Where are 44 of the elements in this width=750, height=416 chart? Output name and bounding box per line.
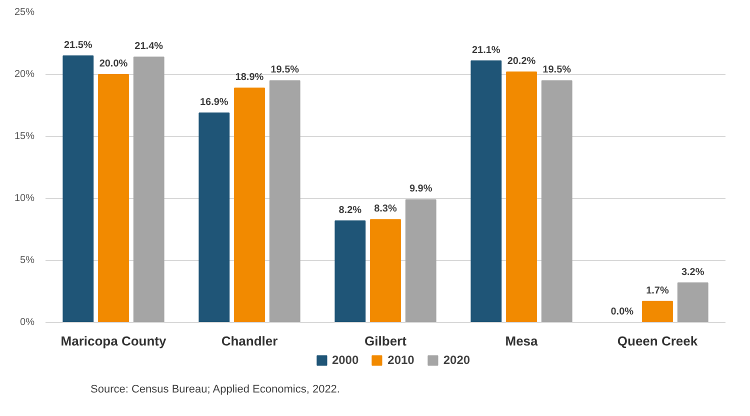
data-label: 20.2%	[507, 56, 536, 68]
x-tick-label: Gilbert	[364, 334, 408, 348]
data-label: 1.7%	[646, 285, 670, 296]
bar	[234, 88, 265, 322]
data-label: 19.5%	[270, 64, 300, 76]
bar	[98, 74, 129, 322]
data-label: 16.9%	[200, 96, 228, 108]
bar	[541, 80, 572, 322]
y-tick-label: 10%	[14, 193, 35, 204]
bar	[677, 282, 708, 322]
data-label: 21.5%	[64, 40, 92, 51]
bar	[198, 112, 230, 322]
data-label: 0.0%	[610, 306, 634, 318]
x-tick-label: Queen Creek	[617, 334, 698, 348]
data-label: 19.5%	[542, 64, 572, 76]
data-label: 3.2%	[681, 266, 704, 278]
bar	[133, 56, 164, 322]
y-tick-label: 20%	[14, 69, 35, 80]
bar	[405, 199, 436, 322]
bar	[62, 55, 94, 322]
bar	[370, 219, 401, 322]
x-tick-label: Chandler	[221, 334, 278, 348]
data-label: 8.3%	[374, 204, 398, 215]
x-tick-label: Mesa	[505, 334, 539, 348]
bar	[642, 300, 673, 322]
y-tick-label: 15%	[14, 131, 35, 142]
source-note: Source: Census Bureau; Applied Economics, 2022.	[90, 384, 340, 396]
data-label: 18.9%	[235, 72, 264, 84]
data-label: 8.2%	[338, 204, 362, 216]
legend-label: 2010	[388, 353, 414, 367]
data-label: 20.0%	[99, 58, 128, 70]
data-label: 21.4%	[134, 41, 164, 52]
x-tick-label: Maricopa County	[60, 334, 167, 348]
legend-label: 2020	[443, 353, 470, 367]
bar	[506, 72, 537, 322]
y-tick-label: 5%	[20, 255, 35, 266]
bar	[269, 80, 300, 322]
bar	[334, 220, 366, 322]
data-label: 21.1%	[472, 44, 500, 56]
legend-label: 2000	[332, 353, 359, 367]
y-tick-label: 25%	[14, 7, 35, 18]
data-label: 9.9%	[409, 184, 432, 195]
y-tick-label: 0%	[20, 317, 35, 328]
bar	[470, 60, 502, 322]
